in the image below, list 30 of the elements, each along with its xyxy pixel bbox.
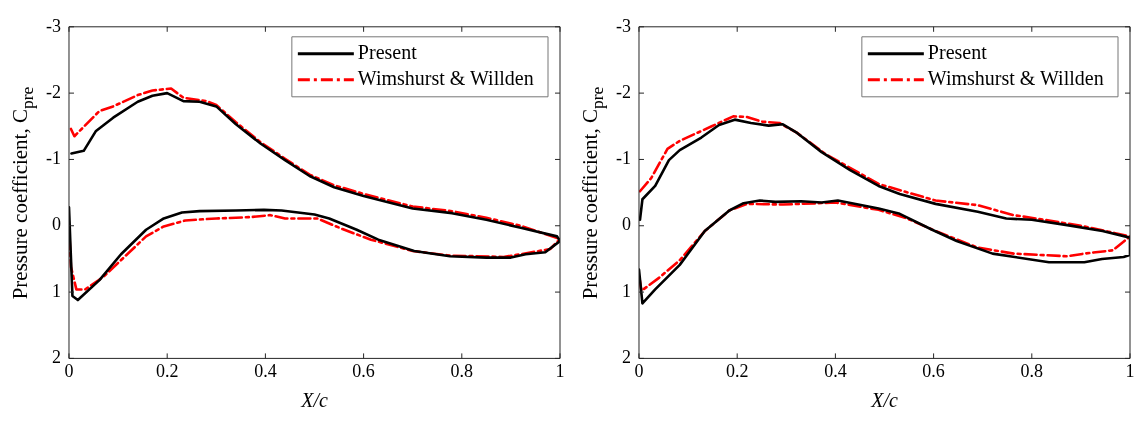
y-tick-label: -3 bbox=[45, 15, 61, 36]
y-tick-label: -1 bbox=[45, 148, 61, 169]
y-tick-label: 2 bbox=[51, 347, 61, 368]
x-tick-label: 0.8 bbox=[450, 360, 474, 381]
x-tick-label: 0.8 bbox=[1020, 360, 1044, 381]
x-tick-label: 0.4 bbox=[254, 360, 277, 381]
x-tick-label: 0.6 bbox=[922, 360, 945, 381]
y-tick-label: -1 bbox=[615, 148, 631, 169]
x-tick-label: 0.4 bbox=[824, 360, 847, 381]
y-tick-label: -2 bbox=[615, 81, 631, 102]
legend-label: Wimshurst & Willden bbox=[927, 67, 1104, 90]
y-tick-label: 1 bbox=[51, 280, 61, 301]
y-tick-label: -3 bbox=[615, 15, 631, 36]
y-tick-label: 1 bbox=[621, 280, 631, 301]
x-tick-label: 0.2 bbox=[155, 360, 179, 381]
legend-label: Wimshurst & Willden bbox=[357, 67, 534, 90]
legend-label: Present bbox=[357, 41, 418, 64]
x-axis-title: X/c bbox=[870, 389, 898, 412]
x-tick-label: 1 bbox=[555, 360, 565, 381]
x-axis-title: X/c bbox=[300, 389, 328, 412]
x-tick-label: 0.2 bbox=[725, 360, 749, 381]
y-tick-label: 0 bbox=[621, 214, 631, 235]
y-tick-label: 2 bbox=[621, 347, 631, 368]
x-tick-label: 0 bbox=[634, 360, 644, 381]
x-tick-label: 0.6 bbox=[352, 360, 375, 381]
x-tick-label: 0 bbox=[64, 360, 74, 381]
y-tick-label: 0 bbox=[51, 214, 61, 235]
y-tick-label: -2 bbox=[45, 81, 61, 102]
x-tick-label: 1 bbox=[1125, 360, 1135, 381]
legend-label: Present bbox=[927, 41, 988, 64]
